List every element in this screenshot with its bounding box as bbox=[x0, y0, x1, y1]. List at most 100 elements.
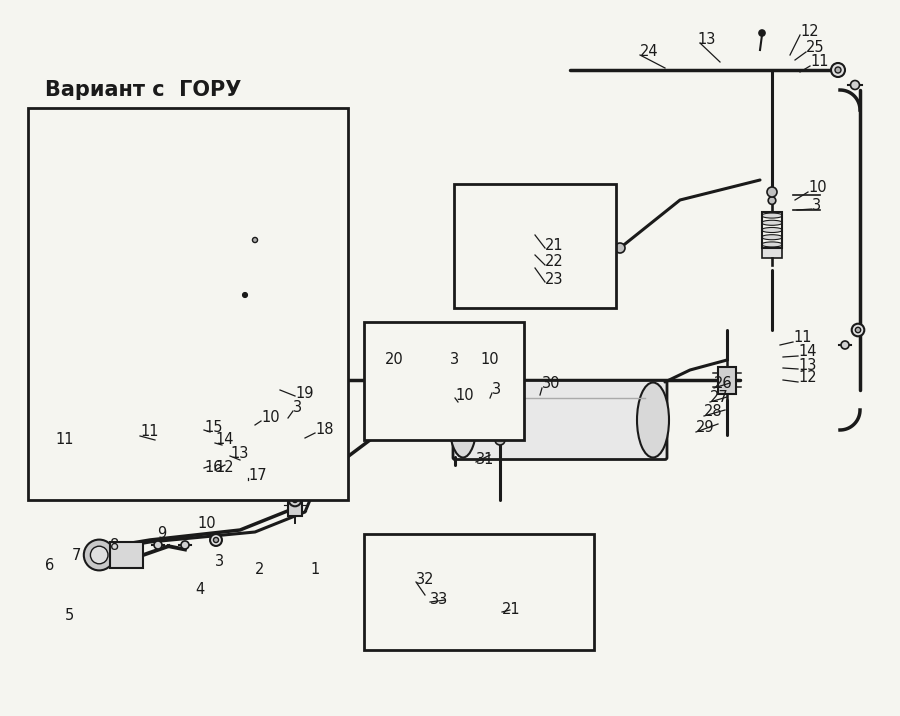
Bar bbox=[90, 203, 110, 237]
Text: 17: 17 bbox=[248, 468, 266, 483]
Text: 3: 3 bbox=[492, 382, 501, 397]
Circle shape bbox=[386, 586, 404, 604]
Circle shape bbox=[96, 399, 104, 406]
Text: 23: 23 bbox=[545, 273, 563, 288]
Text: 10: 10 bbox=[197, 516, 216, 531]
Bar bbox=[364, 534, 594, 650]
FancyBboxPatch shape bbox=[453, 380, 667, 460]
Circle shape bbox=[831, 63, 845, 77]
Circle shape bbox=[851, 324, 864, 337]
Circle shape bbox=[181, 541, 189, 549]
Bar bbox=[90, 413, 110, 447]
Text: 16: 16 bbox=[204, 460, 222, 475]
Bar bbox=[485, 374, 495, 382]
Bar bbox=[505, 374, 515, 382]
Text: 27: 27 bbox=[710, 390, 729, 405]
Circle shape bbox=[449, 374, 462, 387]
Circle shape bbox=[292, 377, 298, 382]
Text: 10: 10 bbox=[455, 387, 473, 402]
Text: 30: 30 bbox=[542, 377, 561, 392]
Text: 6: 6 bbox=[45, 558, 54, 573]
Text: 12: 12 bbox=[798, 370, 816, 385]
Circle shape bbox=[526, 259, 544, 277]
Text: 12: 12 bbox=[800, 24, 819, 39]
Text: 21: 21 bbox=[545, 238, 563, 253]
Ellipse shape bbox=[761, 242, 782, 247]
Ellipse shape bbox=[84, 540, 114, 571]
Circle shape bbox=[850, 80, 860, 90]
Text: 22: 22 bbox=[545, 254, 563, 269]
Ellipse shape bbox=[761, 213, 782, 218]
Text: 9: 9 bbox=[157, 526, 166, 541]
Circle shape bbox=[615, 243, 625, 253]
Ellipse shape bbox=[90, 224, 110, 229]
Circle shape bbox=[417, 379, 429, 391]
Circle shape bbox=[855, 327, 860, 333]
Circle shape bbox=[767, 187, 777, 197]
Bar bbox=[90, 447, 110, 456]
Circle shape bbox=[379, 579, 411, 611]
Ellipse shape bbox=[637, 382, 669, 458]
Circle shape bbox=[213, 538, 219, 543]
Circle shape bbox=[154, 541, 162, 549]
Text: 15: 15 bbox=[204, 420, 222, 435]
Bar bbox=[288, 495, 302, 516]
FancyBboxPatch shape bbox=[438, 585, 462, 605]
Ellipse shape bbox=[90, 427, 110, 432]
Text: 31: 31 bbox=[476, 453, 494, 468]
Text: 18: 18 bbox=[315, 422, 334, 437]
Text: 2: 2 bbox=[255, 563, 265, 578]
FancyBboxPatch shape bbox=[440, 376, 452, 394]
Ellipse shape bbox=[90, 441, 110, 446]
Text: 20: 20 bbox=[385, 352, 404, 367]
Ellipse shape bbox=[90, 231, 110, 236]
Circle shape bbox=[216, 311, 224, 319]
Circle shape bbox=[289, 494, 302, 506]
Text: 33: 33 bbox=[430, 593, 448, 607]
Text: 11: 11 bbox=[793, 331, 812, 346]
Circle shape bbox=[455, 380, 465, 390]
Text: 10: 10 bbox=[261, 410, 280, 425]
Circle shape bbox=[249, 234, 261, 246]
Circle shape bbox=[96, 188, 104, 195]
Text: 5: 5 bbox=[65, 607, 74, 622]
Text: 13: 13 bbox=[798, 357, 816, 372]
Text: 29: 29 bbox=[696, 420, 715, 435]
Text: 21: 21 bbox=[502, 602, 520, 617]
Circle shape bbox=[495, 435, 505, 445]
Circle shape bbox=[474, 589, 486, 601]
Bar bbox=[761, 248, 782, 258]
Bar bbox=[525, 222, 545, 246]
Ellipse shape bbox=[90, 546, 108, 563]
Ellipse shape bbox=[761, 228, 782, 233]
Ellipse shape bbox=[90, 435, 110, 439]
Text: Вариант с  ГОРУ: Вариант с ГОРУ bbox=[45, 80, 241, 100]
Text: 13: 13 bbox=[697, 32, 716, 47]
Circle shape bbox=[453, 377, 457, 382]
Circle shape bbox=[239, 289, 251, 301]
Circle shape bbox=[527, 207, 543, 223]
Bar bbox=[718, 367, 736, 394]
Ellipse shape bbox=[90, 414, 110, 419]
Bar bbox=[28, 108, 348, 500]
FancyBboxPatch shape bbox=[388, 365, 432, 405]
Circle shape bbox=[243, 293, 248, 297]
Circle shape bbox=[529, 228, 541, 240]
Text: 26: 26 bbox=[714, 377, 733, 392]
Text: 11: 11 bbox=[140, 425, 158, 440]
Text: 8: 8 bbox=[110, 538, 119, 553]
Text: 14: 14 bbox=[798, 344, 816, 359]
Text: 10: 10 bbox=[480, 352, 499, 367]
Circle shape bbox=[769, 197, 776, 204]
Ellipse shape bbox=[761, 235, 782, 240]
Ellipse shape bbox=[90, 218, 110, 223]
Circle shape bbox=[210, 534, 222, 546]
Text: 19: 19 bbox=[295, 385, 313, 400]
Bar bbox=[761, 212, 782, 248]
Circle shape bbox=[212, 332, 219, 339]
Ellipse shape bbox=[90, 204, 110, 209]
Circle shape bbox=[841, 341, 849, 349]
Text: 7: 7 bbox=[72, 548, 81, 563]
Text: 24: 24 bbox=[640, 44, 659, 59]
FancyBboxPatch shape bbox=[445, 371, 484, 399]
